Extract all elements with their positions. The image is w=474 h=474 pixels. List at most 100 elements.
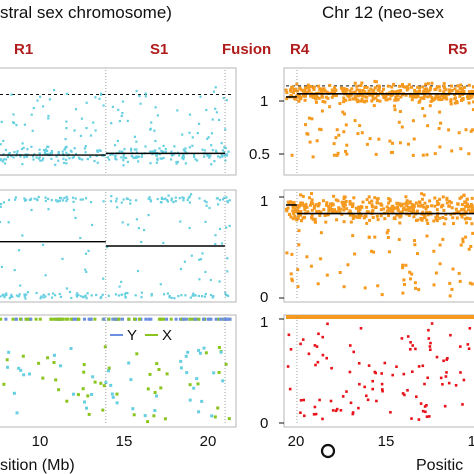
right-row2-point (464, 201, 468, 205)
left-row1-point (32, 107, 35, 110)
right-row2-point (306, 210, 310, 214)
right-row3-point (462, 378, 466, 382)
left-row1-point (201, 148, 204, 151)
right-row2-point (376, 218, 380, 222)
right-row1-point (410, 85, 413, 89)
left-row2-point (218, 227, 222, 231)
right-row2-point (286, 200, 290, 204)
left-row3-band-point (114, 317, 118, 321)
right-row2-point (433, 196, 437, 200)
right-row3-point (449, 333, 452, 337)
right-row3-point (326, 322, 329, 326)
left-row1-point (78, 156, 81, 159)
right-row2-point (416, 204, 420, 208)
left-row3-point (227, 417, 231, 421)
left-row3-point (2, 382, 6, 386)
left-row2-point (182, 197, 185, 200)
right-row2-point (344, 200, 348, 203)
left-row2-point (170, 199, 173, 202)
left-row1-point (150, 150, 153, 153)
right-row1-point (299, 97, 303, 101)
left-row1-point (222, 97, 225, 100)
left-row2-point (121, 221, 124, 224)
right-row1-point (399, 95, 403, 99)
right-row1-point (450, 149, 454, 153)
right-row2-point (438, 197, 442, 201)
left-row3-point (83, 400, 86, 404)
right-row1-point (361, 89, 365, 92)
right-row2-point (328, 207, 332, 211)
left-row2-point (211, 296, 214, 299)
left-row2-point (84, 197, 88, 200)
left-row3-band-point (50, 317, 54, 321)
right-row2-point (376, 201, 379, 205)
left-row2-point (115, 197, 118, 200)
right-row1-point (306, 132, 310, 136)
left-row3-band-point (102, 317, 106, 321)
left-row3-point (115, 392, 119, 396)
right-row1-point (334, 88, 338, 92)
right-row1-point (396, 94, 400, 97)
left-row1-point (48, 98, 51, 101)
left-row3-band-point (188, 317, 192, 321)
left-row2-point (163, 198, 166, 201)
left-row3-band-point (121, 317, 124, 321)
left-row1-point (54, 163, 57, 166)
right-row2-point (370, 199, 374, 203)
left-row3-band-point (209, 317, 213, 321)
left-panel-title: stral sex chromosome) (0, 3, 172, 22)
left-row2-point (5, 292, 8, 295)
left-row1-point (39, 95, 42, 98)
right-row2-point (319, 231, 323, 235)
left-row2-point (163, 293, 166, 296)
right-row2-point (351, 214, 355, 218)
left-row1-point (94, 96, 97, 99)
right-row3-point (442, 359, 445, 363)
left-row1-point (175, 162, 178, 165)
right-row2-point (471, 208, 474, 212)
right-row2-point (465, 197, 469, 201)
right-row3-point (409, 348, 412, 351)
right-row1-point (416, 94, 420, 98)
left-row2-point (226, 257, 229, 260)
right-row2-point (339, 207, 343, 211)
right-row1-point (445, 97, 449, 101)
left-row2-point (214, 242, 217, 246)
right-row2-point (297, 204, 301, 208)
right-row1-point (365, 95, 369, 99)
right-row2-point (348, 209, 352, 213)
left-row1-point (57, 151, 60, 154)
right-row2-point (289, 272, 293, 276)
legend-x-label: X (162, 327, 172, 344)
left-row2-point (140, 291, 143, 294)
right-row2-point (351, 234, 355, 238)
left-row1-point (133, 135, 136, 138)
left-row2-point (3, 296, 6, 299)
region-label-s1: S1 (150, 41, 168, 58)
right-row2-point (468, 281, 472, 285)
left-row3-point (54, 378, 58, 382)
left-row1-point (4, 148, 8, 152)
left-row2-point (107, 294, 110, 297)
left-row2-point (58, 199, 61, 203)
left-row2-point (0, 202, 3, 206)
right-row2-point (336, 199, 340, 203)
right-row3-point (288, 387, 292, 391)
left-row1-point (12, 156, 15, 159)
left-row3-point (197, 348, 201, 352)
right-row2-point (433, 204, 437, 208)
right-row2-point (432, 283, 436, 287)
right-row1-point (472, 100, 474, 104)
right-row3-point (367, 364, 371, 367)
left-row2-point (174, 200, 177, 203)
right-row3-point (299, 411, 302, 414)
left-row3-band-point (87, 317, 91, 321)
right-row1-point (444, 88, 448, 92)
right-row1-point (318, 87, 322, 91)
right-row1-point (354, 97, 357, 101)
right-row3-point (352, 350, 355, 354)
left-row1-point (120, 156, 123, 159)
right-row2-point (292, 201, 296, 205)
right-row1-point (306, 91, 310, 95)
right-row1-point (309, 94, 313, 98)
